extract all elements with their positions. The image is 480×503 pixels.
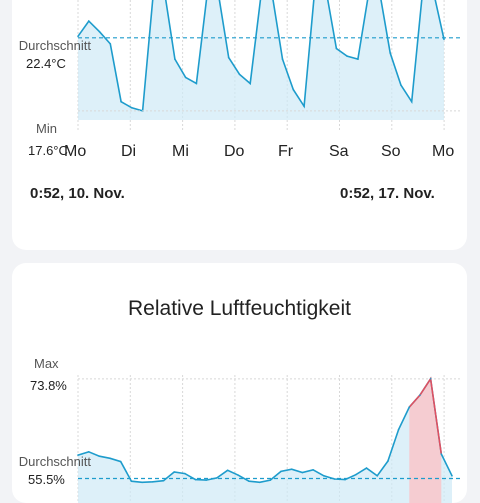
hum-point [451,475,453,477]
temp-point [249,82,251,85]
hum-max-value: 73.8% [30,378,67,393]
hum-point [237,474,240,476]
hum-point [440,453,443,455]
hum-point [77,454,79,456]
hum-point [216,477,218,479]
x-tick-do: Do [224,143,245,160]
temp-point [410,100,413,103]
hum-point [333,478,336,480]
humidity-title: Relative Luftfeuchtigkeit [128,297,351,320]
temp-point [174,58,176,60]
humidity-card: Relative Luftfeuchtigkeit Max 73.8% Durc… [12,263,467,503]
range-start: 0:52, 10. Nov. [30,185,125,202]
x-tick-di: Di [121,143,137,160]
x-tick-sa: Sa [329,143,349,160]
temp-avg-value: 22.4°C [26,56,66,71]
temp-series-line [77,0,445,112]
hum-area [78,378,452,503]
temp-point [77,35,79,38]
hum-point [376,475,379,477]
hum-point [141,481,143,484]
temp-point [346,55,348,57]
hum-point [355,473,357,476]
hum-point [109,457,111,460]
temp-point [389,52,392,54]
hum-point [323,475,325,477]
hum-point [258,481,261,484]
temp-point [227,56,230,59]
x-tick-mi: Mi [172,143,189,160]
temp-point [238,73,241,76]
temp-point [120,100,122,103]
hum-point [162,479,165,482]
hum-point [98,455,101,457]
hum-avg-label: Durchschnitt [18,454,91,469]
hum-point [387,460,389,462]
temp-point [131,107,133,109]
hum-point [173,471,175,473]
temp-avg-label: Durchschnitt [18,38,91,53]
hum-max-segment [408,376,443,455]
range-end: 0:52, 17. Nov. [340,185,435,202]
temp-point [400,84,402,86]
x-tick-mo-next: Mo [432,143,455,160]
x-tick-so: So [381,143,401,160]
temp-point [88,20,90,22]
temp-point [281,58,284,60]
temp-area [78,0,444,120]
temperature-chart [77,0,460,130]
hum-point [130,480,133,482]
hum-point [397,428,400,431]
x-tick-mo: Mo [64,143,87,160]
x-tick-fr: Fr [278,143,294,160]
temp-point [195,82,198,85]
hum-point [87,451,90,453]
temp-point [357,58,359,60]
hum-max-area [409,378,442,503]
hum-point [312,469,314,471]
hum-point [280,470,282,473]
hum-point [408,406,411,408]
hum-point [184,472,186,475]
temp-point [184,76,187,79]
hum-max-label: Max [34,356,59,371]
temp-min-value: 17.6°C [28,143,68,158]
hum-point [226,469,229,472]
hum-point [301,471,304,474]
temperature-card: Durchschnitt 22.4°C Min 17.6°C Mo Di Mi … [12,0,467,250]
temp-min-label: Min [36,121,57,136]
hum-point [119,460,122,463]
hum-point [248,480,250,482]
hum-point [365,467,368,469]
temp-point [335,47,338,50]
temp-point [109,43,112,45]
hum-point [419,394,421,396]
temp-point [292,88,295,91]
hum-point [290,468,293,470]
hum-point [429,378,432,380]
temp-point [443,38,445,41]
temp-point [98,30,101,33]
temp-point [303,105,305,108]
hum-point [152,481,154,483]
